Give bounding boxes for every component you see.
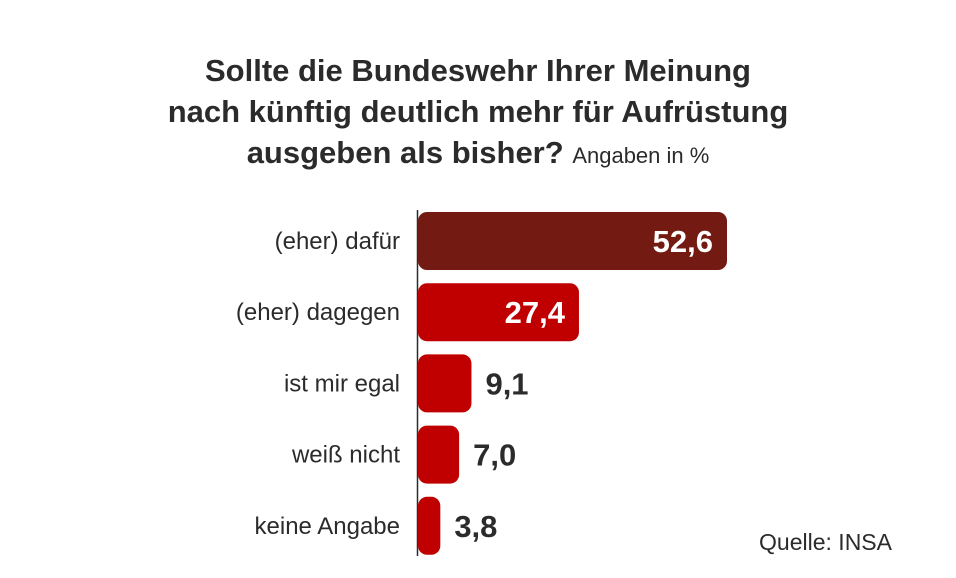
category-label: (eher) dagegen — [236, 299, 400, 326]
bar-4 — [418, 496, 441, 555]
value-label: 52,6 — [653, 224, 713, 259]
category-label: ist mir egal — [284, 370, 400, 397]
value-label: 9,1 — [485, 366, 528, 401]
category-label: (eher) dafür — [275, 228, 400, 255]
category-label: keine Angabe — [255, 513, 400, 540]
title-line-3: ausgeben als bisher? — [246, 135, 564, 170]
bar-3 — [418, 425, 460, 484]
title-line-1: Sollte die Bundeswehr Ihrer Meinung — [204, 53, 751, 88]
category-label: weiß nicht — [291, 442, 400, 469]
chart-subtitle: Angaben in % — [572, 143, 710, 168]
value-label: 3,8 — [454, 509, 497, 544]
chart-title: Sollte die Bundeswehr Ihrer Meinung nach… — [0, 50, 956, 176]
bar-0 — [418, 212, 727, 270]
source-label: Quelle: INSA — [759, 529, 892, 555]
title-line-2: nach künftig deutlich mehr für Aufrüstun… — [167, 94, 789, 129]
value-label: 27,4 — [505, 295, 566, 330]
value-label: 7,0 — [473, 438, 516, 473]
bar-2 — [418, 354, 472, 413]
bar-1 — [418, 283, 579, 342]
